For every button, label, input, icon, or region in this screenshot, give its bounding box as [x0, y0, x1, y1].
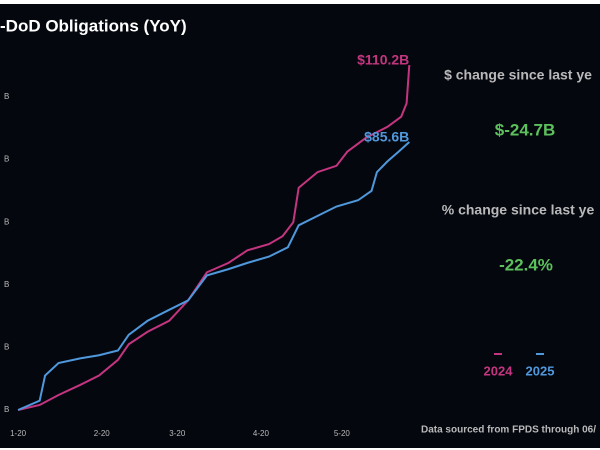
x-tick-label: 4-20 — [253, 429, 270, 438]
x-tick-label: 3-20 — [169, 429, 186, 438]
legend-label: 2025 — [526, 363, 555, 378]
chart-title: -DoD Obligations (YoY) — [0, 16, 187, 35]
y-tick-label: B — [4, 405, 9, 414]
pct-label: % change since last ye — [442, 202, 595, 218]
dollar-value: $-24.7B — [495, 120, 555, 139]
y-tick-label: B — [4, 155, 9, 164]
y-tick-label: B — [4, 217, 9, 226]
x-tick-label: 1-20 — [10, 429, 27, 438]
source-note: Data sourced from FPDS through 06/ — [421, 425, 596, 436]
y-tick-label: B — [4, 92, 9, 101]
pct-value: -22.4% — [499, 255, 553, 274]
series-line — [17, 141, 410, 411]
y-tick-label: B — [4, 343, 9, 352]
legend-label: 2024 — [484, 363, 514, 378]
value-label: $85.6B — [364, 129, 409, 145]
series-line — [17, 64, 411, 411]
x-tick-label: 2-20 — [94, 429, 111, 438]
y-tick-label: B — [4, 280, 9, 289]
x-tick-label: 5-20 — [334, 429, 351, 438]
value-label: $110.2B — [357, 52, 409, 68]
dollar-label: $ change since last ye — [444, 67, 592, 83]
